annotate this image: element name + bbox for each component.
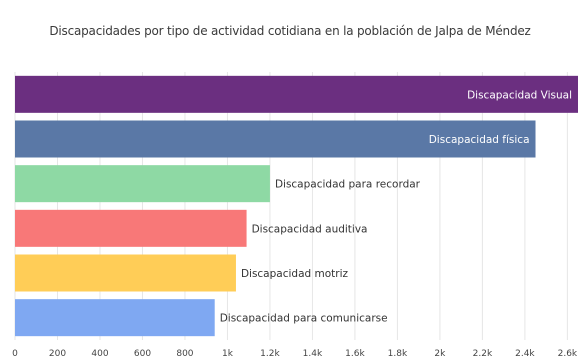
x-tick-label: 1.2k: [260, 349, 280, 359]
x-tick-label: 400: [91, 349, 108, 359]
bar-label: Discapacidad Visual: [467, 89, 572, 101]
x-tick-label: 2.6k: [558, 349, 578, 359]
x-tick-label: 600: [134, 349, 151, 359]
x-tick-label: 2k: [434, 349, 446, 359]
bar[interactable]: [15, 209, 247, 247]
x-tick-label: 2.4k: [515, 349, 535, 359]
chart-title: Discapacidades por tipo de actividad cot…: [49, 24, 531, 38]
x-tick-label: 1.8k: [388, 349, 408, 359]
bar-label: Discapacidad para recordar: [275, 179, 421, 191]
bar-label: Discapacidad auditiva: [252, 223, 368, 235]
bar[interactable]: [15, 254, 236, 292]
x-tick-label: 1k: [222, 349, 234, 359]
bar-label: Discapacidad motriz: [241, 268, 349, 280]
bar-label: Discapacidad física: [429, 134, 530, 146]
bar[interactable]: [15, 75, 578, 113]
bars-group: [15, 75, 578, 337]
grid-lines: [14, 72, 568, 340]
x-axis-ticks: 0 200 400 600 800 1k 1.2k 1.4k 1.6k 1.8k 2k 2.2k 2.4…: [12, 349, 578, 359]
x-tick-label: 0: [12, 349, 18, 359]
x-tick-label: 1.4k: [303, 349, 323, 359]
x-tick-label: 2.2k: [473, 349, 493, 359]
bar[interactable]: [15, 120, 536, 158]
bar[interactable]: [15, 299, 215, 337]
bar[interactable]: [15, 165, 270, 203]
x-tick-label: 200: [49, 349, 66, 359]
x-tick-label: 800: [176, 349, 193, 359]
x-tick-label: 1.6k: [345, 349, 365, 359]
bar-label: Discapacidad para comunicarse: [220, 313, 388, 325]
bar-labels-group: Discapacidad Visual Discapacidad física Di…: [220, 89, 572, 324]
